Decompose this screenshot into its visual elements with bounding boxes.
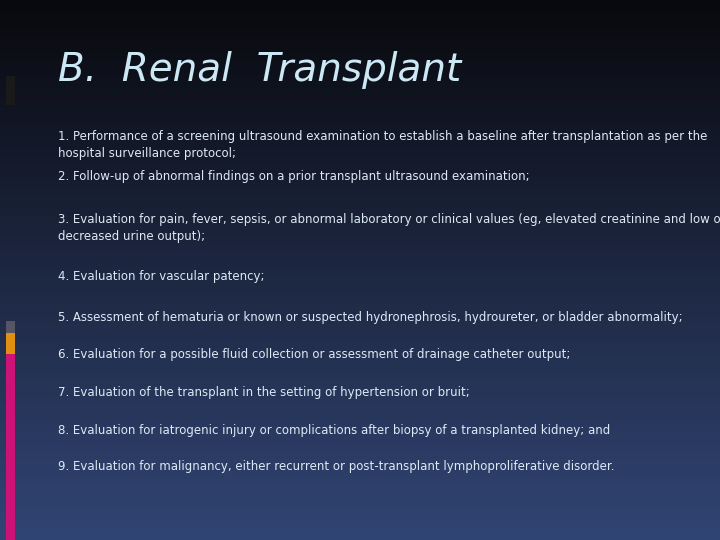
Text: B.  Renal  Transplant: B. Renal Transplant (58, 51, 461, 89)
Text: 8. Evaluation for iatrogenic injury or complications after biopsy of a transplan: 8. Evaluation for iatrogenic injury or c… (58, 424, 610, 437)
Bar (0, 459, 720, 465)
Bar (0, 156, 720, 162)
Bar (0, 14, 720, 20)
Bar (0, 405, 720, 411)
Bar (0, 384, 720, 391)
Bar (0, 357, 720, 364)
Bar (0, 310, 720, 317)
Bar (0, 256, 720, 263)
Bar (0, 6, 720, 14)
Bar (0, 222, 720, 230)
Bar (0, 33, 720, 40)
Bar (0, 249, 720, 256)
Bar (0, 263, 720, 270)
Bar (0, 87, 720, 94)
Bar (0, 351, 720, 357)
Bar (0, 345, 720, 351)
Text: 2. Follow-up of abnormal findings on a prior transplant ultrasound examination;: 2. Follow-up of abnormal findings on a p… (58, 170, 529, 183)
Bar (0, 141, 720, 149)
Bar (0, 168, 720, 176)
Bar (0, 399, 720, 405)
Bar (0, 183, 720, 189)
Bar (0, 446, 720, 453)
Bar (0, 209, 720, 216)
Bar (0, 135, 720, 141)
Text: 4. Evaluation for vascular patency;: 4. Evaluation for vascular patency; (58, 270, 264, 283)
Bar (0, 378, 720, 384)
Bar (0, 230, 720, 237)
Bar (0, 0, 720, 6)
Bar (0, 453, 720, 459)
Bar (0, 122, 720, 128)
Bar (0, 317, 720, 324)
Bar (0, 270, 720, 276)
Text: 7. Evaluation of the transplant in the setting of hypertension or bruit;: 7. Evaluation of the transplant in the s… (58, 386, 469, 399)
Bar (0, 297, 720, 303)
Bar (0, 324, 720, 330)
Bar (6, 321, 15, 333)
Bar (0, 216, 720, 222)
Bar (0, 243, 720, 249)
Bar (0, 202, 720, 209)
Bar (0, 94, 720, 102)
Bar (0, 534, 720, 540)
Bar (0, 330, 720, 338)
Bar (0, 411, 720, 418)
Text: 6. Evaluation for a possible fluid collection or assessment of drainage catheter: 6. Evaluation for a possible fluid colle… (58, 348, 570, 361)
Bar (0, 276, 720, 284)
Bar (0, 47, 720, 54)
Bar (0, 465, 720, 472)
Bar (0, 148, 720, 156)
Text: 9. Evaluation for malignancy, either recurrent or post-transplant lymphoprolifer: 9. Evaluation for malignancy, either rec… (58, 460, 614, 473)
Bar (0, 492, 720, 500)
Bar (0, 81, 720, 87)
Text: 1. Performance of a screening ultrasound examination to establish a baseline aft: 1. Performance of a screening ultrasound… (58, 130, 707, 160)
Bar (0, 480, 720, 486)
Bar (0, 519, 720, 526)
Text: 3. Evaluation for pain, fever, sepsis, or abnormal laboratory or clinical values: 3. Evaluation for pain, fever, sepsis, o… (58, 213, 720, 244)
Bar (0, 500, 720, 507)
Bar (0, 68, 720, 74)
Bar (0, 513, 720, 519)
Bar (0, 432, 720, 438)
Bar (0, 176, 720, 183)
Bar (0, 189, 720, 195)
Bar (6, 333, 15, 354)
Bar (0, 472, 720, 480)
Bar (0, 291, 720, 297)
Bar (0, 426, 720, 432)
Bar (0, 303, 720, 310)
Bar (0, 74, 720, 81)
Bar (0, 418, 720, 426)
Bar (0, 128, 720, 135)
Bar (0, 115, 720, 122)
Bar (0, 102, 720, 108)
Bar (6, 76, 15, 105)
Bar (0, 392, 720, 399)
Bar (0, 438, 720, 445)
Bar (0, 372, 720, 378)
Bar (0, 364, 720, 372)
Bar (0, 486, 720, 492)
Bar (0, 20, 720, 27)
Text: 5. Assessment of hematuria or known or suspected hydronephrosis, hydroureter, or: 5. Assessment of hematuria or known or s… (58, 310, 683, 323)
Bar (0, 108, 720, 115)
Bar (0, 284, 720, 291)
Bar (0, 526, 720, 534)
Bar (0, 54, 720, 60)
Bar (6, 354, 15, 540)
Bar (0, 507, 720, 513)
Bar (0, 195, 720, 202)
Bar (0, 40, 720, 47)
Bar (0, 27, 720, 33)
Bar (0, 60, 720, 68)
Bar (0, 162, 720, 168)
Bar (0, 338, 720, 345)
Bar (0, 237, 720, 243)
